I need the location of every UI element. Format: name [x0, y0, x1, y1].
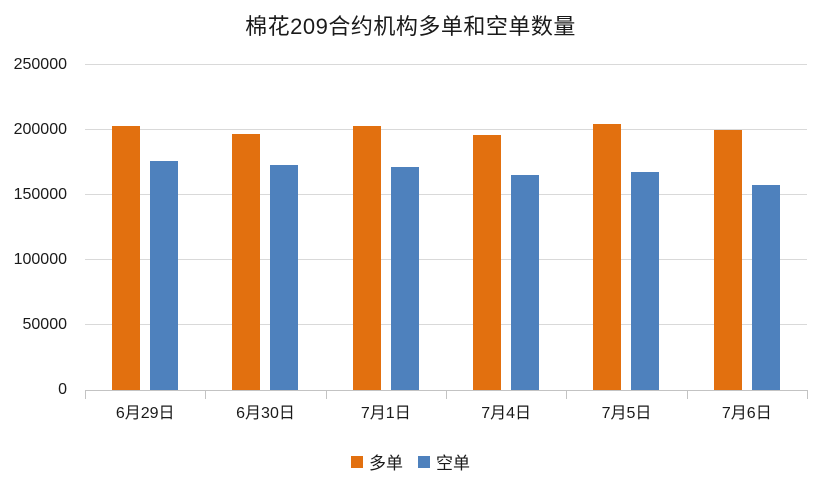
x-axis-tick	[85, 390, 86, 399]
gridline	[85, 259, 807, 260]
bar-long	[473, 134, 502, 390]
bar-long	[112, 126, 141, 390]
bar-short	[270, 165, 299, 390]
plot-area	[85, 64, 807, 390]
bar-long	[352, 126, 381, 390]
x-axis-tick	[686, 390, 688, 399]
legend-item-long: 多单	[351, 449, 403, 474]
x-axis-ticks	[85, 390, 808, 399]
gridline	[85, 324, 807, 325]
bar-group	[85, 65, 205, 390]
bar-group	[326, 65, 446, 390]
legend-label-long: 多单	[369, 454, 403, 473]
bar-long	[593, 124, 622, 390]
y-axis-tick-label: 100000	[13, 251, 67, 268]
x-axis-tick-label: 7月5日	[601, 405, 652, 422]
y-axis-tick-label: 0	[58, 381, 67, 398]
gridline	[85, 194, 807, 195]
bar-short	[751, 184, 780, 390]
y-axis-tick-label: 200000	[13, 121, 67, 138]
x-axis-tick	[205, 390, 207, 399]
bar-long	[232, 133, 261, 390]
x-axis-tick-label: 7月4日	[481, 405, 532, 422]
y-axis-tick-label: 150000	[13, 186, 67, 203]
bar-group	[566, 65, 686, 390]
gridline	[85, 129, 807, 130]
gridline	[85, 64, 807, 65]
x-axis-tick-label: 7月6日	[721, 405, 772, 422]
bar-short	[631, 172, 660, 390]
legend-item-short: 空单	[418, 449, 470, 474]
bar-short	[390, 167, 419, 390]
x-axis-tick	[446, 390, 447, 399]
legend: 多单 空单	[0, 449, 821, 474]
chart-title: 棉花209合约机构多单和空单数量	[245, 14, 576, 39]
y-axis-labels: 0 50000 100000 150000 200000 250000	[0, 56, 68, 398]
x-axis-tick	[807, 390, 808, 399]
bar-long	[713, 130, 742, 390]
bar-short	[511, 174, 540, 390]
bar-groups	[85, 65, 807, 390]
legend-swatch-long	[351, 455, 363, 468]
bar-short	[150, 161, 179, 390]
bar-group	[446, 65, 566, 390]
y-axis-tick-label: 50000	[22, 316, 68, 333]
x-axis-tick-label: 7月1日	[360, 405, 411, 422]
x-axis-tick-label: 6月29日	[115, 405, 175, 422]
x-axis-tick	[566, 390, 568, 399]
bar-group	[205, 65, 325, 390]
bar-group	[687, 65, 807, 390]
x-axis-tick-label: 6月30日	[236, 405, 295, 422]
legend-swatch-short	[418, 455, 430, 468]
y-axis-tick-label: 250000	[13, 56, 67, 73]
x-axis-tick	[325, 390, 327, 399]
legend-label-short: 空单	[436, 454, 470, 473]
x-axis-labels: 6月29日 6月30日 7月1日 7月4日 7月5日 7月6日	[85, 399, 807, 423]
